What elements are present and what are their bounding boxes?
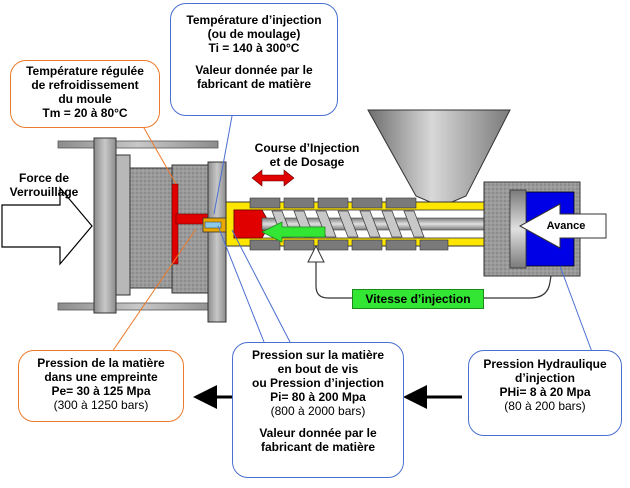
inj-temp-note-2: fabricant de matière xyxy=(196,77,312,91)
hydraulic-pressure-note: (80 à 200 bars) xyxy=(504,399,586,413)
injection-speed-box: Vitesse d’injection xyxy=(352,289,484,309)
speed-connector-left xyxy=(315,260,352,299)
cavity-pressure-note: (300 à 1250 bars) xyxy=(53,398,149,412)
screw-pressure-line-3: ou Pression d’injection xyxy=(251,376,385,390)
mold-temp-line-1: Température régulée xyxy=(26,64,144,78)
leader-lines xyxy=(111,115,593,353)
cavity-pressure-line-1: Pression de la matière xyxy=(37,356,165,370)
cavity-pressure-line-2: dans une empreinte xyxy=(44,370,158,384)
locking-force-line-1: Force de xyxy=(18,171,69,185)
inj-temp-line-3: Ti = 140 à 300°C xyxy=(208,41,300,55)
screw-pressure-line-2: en bout de vis xyxy=(277,362,359,376)
stroke-label-line-1: Course d’Injection xyxy=(254,141,360,155)
stroke-double-arrow xyxy=(251,169,295,187)
callout-mold-temperature: Température régulée de refroidissement d… xyxy=(10,60,160,128)
hydraulic-pressure-line-2: d’injection xyxy=(515,371,575,385)
hydraulic-piston xyxy=(509,189,527,269)
stroke-label-line-2: et de Dosage xyxy=(269,155,345,169)
callout-screw-pressure: Pression sur la matière en bout de vis o… xyxy=(232,342,404,478)
callout-injection-temperature: Température d’injection (ou de moulage) … xyxy=(170,3,338,116)
stroke-label: Course d’Injection et de Dosage xyxy=(246,141,368,169)
screw-pressure-source-2: fabricant de matière xyxy=(260,440,376,454)
speed-connector-head xyxy=(307,244,325,263)
advance-label: Avance xyxy=(546,220,586,232)
speed-connector-right xyxy=(484,275,552,299)
mold xyxy=(129,164,211,294)
hopper xyxy=(367,109,511,203)
speed-arrow xyxy=(261,221,326,243)
hydraulic-pressure-line-1: Pression Hydraulique xyxy=(483,357,607,371)
advance-arrow xyxy=(518,203,607,249)
locking-force-arrow xyxy=(1,186,93,266)
screw-pressure-line-4: Pi= 80 à 200 Mpa xyxy=(270,390,366,404)
cavity-pressure-line-3: Pe= 30 à 125 Mpa xyxy=(51,384,151,398)
screw-pressure-source-1: Valeur donnée par le xyxy=(259,426,377,440)
inj-temp-note-1: Valeur donnée par le xyxy=(195,63,313,77)
locking-force-label: Force de Verrouillage xyxy=(4,171,84,199)
callout-hydraulic-pressure: Pression Hydraulique d’injection PHi= 8 … xyxy=(468,350,622,436)
hydraulic-pressure-line-3: PHi= 8 à 20 Mpa xyxy=(499,385,591,399)
inj-temp-line-1: Température d’injection xyxy=(186,13,322,27)
callout-cavity-pressure: Pression de la matière dans une empreint… xyxy=(18,350,184,422)
mold-temp-line-4: Tm = 20 à 80°C xyxy=(42,106,128,120)
nozzle xyxy=(202,217,228,233)
locking-force-line-2: Verrouillage xyxy=(9,185,79,199)
moving-platen xyxy=(93,137,131,314)
inj-temp-line-2: (ou de moulage) xyxy=(207,27,301,41)
mold-temp-line-3: du moule xyxy=(58,92,112,106)
screw-pressure-note: (800 à 2000 bars) xyxy=(270,404,366,418)
fixed-platen xyxy=(207,161,227,323)
screw-pressure-line-1: Pression sur la matière xyxy=(251,348,385,362)
mold-temp-line-2: de refroidissement xyxy=(31,78,139,92)
